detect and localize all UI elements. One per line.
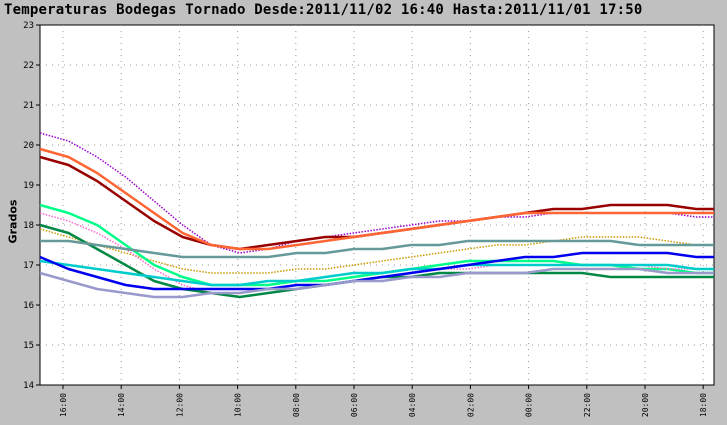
x-tick-label: 14:00 — [117, 393, 126, 417]
y-tick-label: 20 — [23, 141, 34, 151]
y-tick-label: 19 — [23, 181, 34, 191]
series-line-11 — [39, 267, 714, 299]
x-tick-label: 02:00 — [466, 393, 475, 417]
series-line-10 — [39, 251, 714, 291]
y-tick-label: 15 — [23, 341, 34, 351]
x-tick-label: 18:00 — [699, 393, 708, 417]
x-tick-label: 00:00 — [525, 393, 534, 417]
x-tick-label: 10:00 — [234, 393, 243, 417]
y-tick-label: 17 — [23, 261, 34, 271]
series-line-3 — [39, 147, 714, 251]
y-tick-label: 21 — [23, 101, 34, 111]
series-line-9 — [39, 259, 714, 287]
x-tick-label: 12:00 — [175, 393, 184, 417]
series-line-4 — [39, 228, 714, 274]
y-tick-label: 22 — [23, 61, 34, 71]
y-tick-label: 18 — [23, 221, 34, 231]
x-tick-label: 06:00 — [350, 393, 359, 417]
x-tick-label: 04:00 — [408, 393, 417, 417]
x-tick-label: 22:00 — [583, 393, 592, 417]
y-tick-label: 16 — [23, 301, 34, 311]
x-tick-label: 20:00 — [641, 393, 650, 417]
y-tick-label: 14 — [23, 381, 34, 391]
chart-title: Temperaturas Bodegas Tornado Desde:2011/… — [4, 2, 643, 18]
x-tick-label: 08:00 — [292, 393, 301, 417]
x-tick-label: 16:00 — [59, 393, 68, 417]
series-line-8 — [40, 239, 714, 259]
y-tick-label: 23 — [23, 21, 34, 31]
